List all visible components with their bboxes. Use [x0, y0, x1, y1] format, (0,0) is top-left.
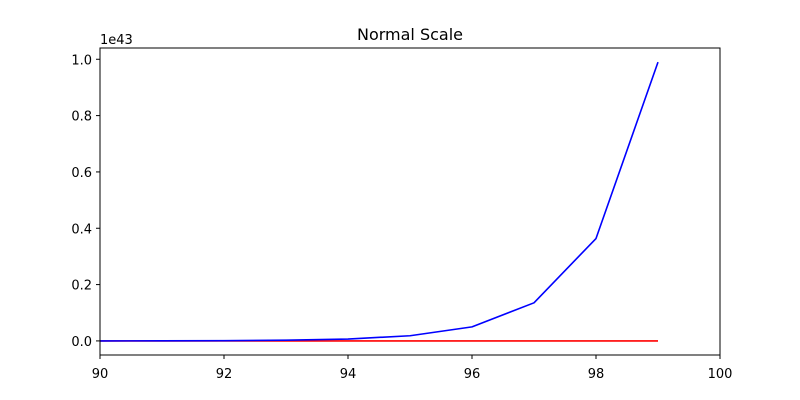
y-tick-label: 0.4: [71, 222, 92, 237]
y-tick-label: 0.8: [71, 110, 92, 125]
x-tick-label: 92: [216, 367, 233, 382]
x-tick-label: 90: [92, 367, 109, 382]
x-tick-label: 94: [340, 367, 357, 382]
x-tick-label: 98: [588, 367, 605, 382]
x-tick-label: 96: [464, 367, 481, 382]
series-line-1: [99, 61, 659, 342]
y-tick-label: 1.0: [71, 53, 92, 68]
y-axis-offset-label: 1e43: [100, 33, 133, 48]
y-tick-label: 0.6: [71, 166, 92, 181]
plot-area: 90 92 94 96 98 100 0.0 0.2 0.4 0.6 0.8 1.0: [71, 47, 733, 382]
axes-frame: [99, 47, 721, 356]
chart-title: Normal Scale: [357, 25, 463, 44]
x-tick-label: 100: [708, 367, 733, 382]
y-tick-label: 0.2: [71, 279, 92, 294]
y-tick-label: 0.0: [71, 335, 92, 350]
